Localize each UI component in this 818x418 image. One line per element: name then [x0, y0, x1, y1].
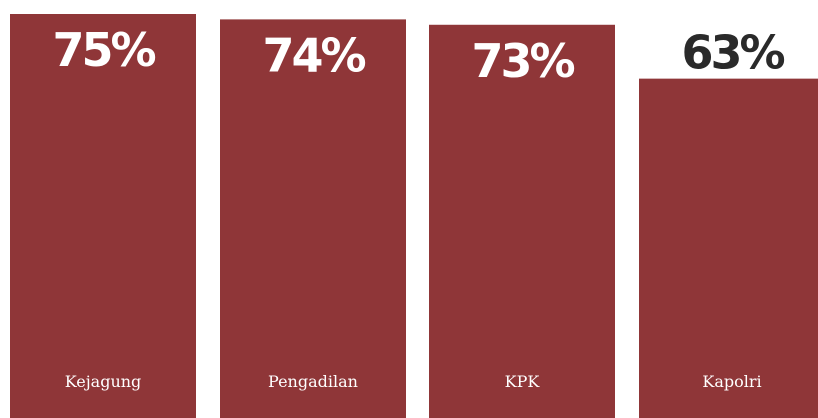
value-label-kejagung: 75%	[52, 23, 155, 77]
value-label-pengadilan: 74%	[262, 28, 365, 82]
bar-kapolri	[639, 78, 818, 418]
value-label-kapolri: 63%	[681, 26, 784, 80]
category-label-kapolri: Kapolri	[702, 372, 761, 391]
bar-kpk	[429, 24, 615, 418]
category-label-kpk: KPK	[505, 372, 541, 391]
value-label-kpk: 73%	[471, 34, 574, 88]
bar-kejagung	[10, 14, 196, 418]
bar-pengadilan	[220, 19, 406, 418]
category-label-kejagung: Kejagung	[65, 372, 142, 391]
category-label-pengadilan: Pengadilan	[268, 372, 358, 391]
